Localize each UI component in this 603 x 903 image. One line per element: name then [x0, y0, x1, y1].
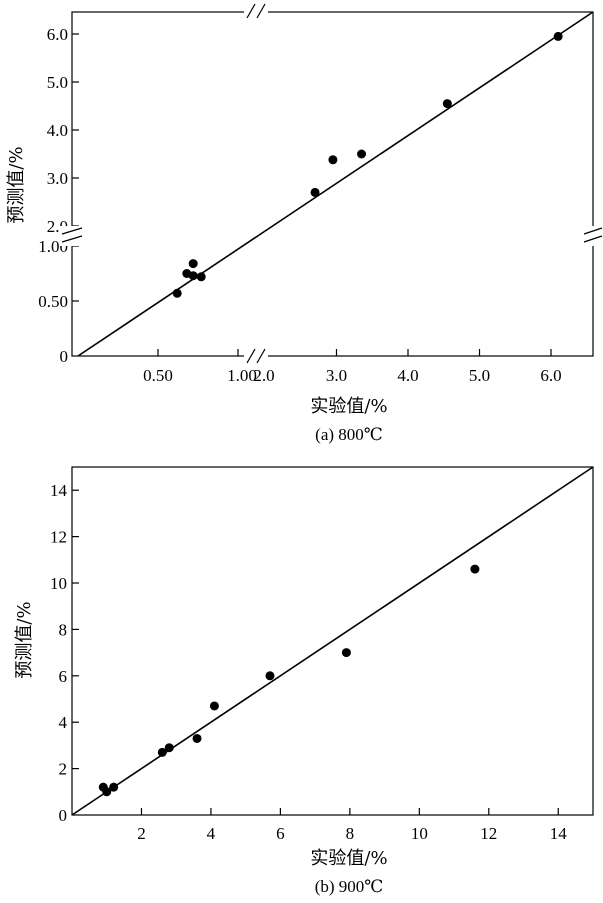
chart-b-points — [98, 564, 480, 797]
break-mask-bottom — [244, 348, 268, 364]
chart-b-x-tick-label: 6 — [276, 824, 285, 843]
chart-b-reference-line — [71, 466, 594, 816]
chart-b-y-tick-label: 12 — [50, 528, 67, 547]
chart-b-x-tick-label: 12 — [480, 824, 497, 843]
chart-b-ticks: 2 4 6 8 10 12 14 0 2 4 6 8 10 12 14 — [50, 481, 567, 843]
break-mark-top-1 — [246, 3, 256, 19]
chart-a-x-tick-label: 3.0 — [326, 366, 347, 385]
chart-b-x-axis-title: 实验值/% — [310, 848, 387, 869]
chart-b-y-tick-label: 4 — [59, 713, 68, 732]
chart-a-data-point — [328, 155, 338, 165]
chart-a-y-tick-label: 6.0 — [47, 25, 68, 44]
chart-a-data-point — [188, 271, 198, 281]
chart-a-x-tick-label: 6.0 — [540, 366, 561, 385]
chart-a-data-point — [196, 272, 206, 282]
chart-a-data-point — [188, 259, 198, 269]
chart-a-x-tick-label: 5.0 — [469, 366, 490, 385]
chart-b-y-tick-label: 14 — [50, 481, 68, 500]
chart-a-data-point — [442, 99, 452, 109]
chart-a-y-tick-label: 3.0 — [47, 169, 68, 188]
chart-a-y-tick-label: 0 — [60, 347, 69, 366]
chart-b-y-tick-label: 2 — [59, 760, 68, 779]
break-mark-right-2 — [583, 235, 603, 243]
chart-b: 2 4 6 8 10 12 14 0 2 4 6 8 10 12 14 预测值/% 实验值/% (b) 90… — [14, 466, 594, 896]
chart-a-x-tick-label: 2.0 — [253, 366, 274, 385]
break-mark-bottom-2 — [256, 348, 266, 364]
chart-a-y-tick-label: 4.0 — [47, 121, 68, 140]
chart-b-y-tick-label: 8 — [59, 620, 68, 639]
chart-b-x-tick-label: 14 — [550, 824, 568, 843]
chart-a-ticks: 0.50 1.002.0 3.0 4.0 5.0 6.000.501.002.03.04.… — [38, 25, 561, 385]
chart-a-x-tick-label: 4.0 — [397, 366, 418, 385]
chart-b-data-point — [341, 648, 351, 658]
chart-b-y-tick-label: 0 — [59, 806, 68, 825]
break-mark-left-1 — [61, 227, 83, 235]
chart-b-x-tick-label: 8 — [346, 824, 355, 843]
chart-b-x-tick-label: 4 — [207, 824, 216, 843]
chart-b-frame — [71, 466, 594, 816]
chart-a-data-point — [357, 149, 367, 159]
chart-b-y-tick-label: 6 — [59, 667, 68, 686]
chart-a-data-point — [553, 31, 563, 41]
chart-a-frame — [71, 11, 594, 357]
break-mark-left-2 — [61, 235, 83, 243]
chart-a-data-point — [310, 187, 320, 197]
break-mark-bottom-1 — [246, 348, 256, 364]
chart-b-data-point — [265, 671, 275, 681]
chart-a-y-tick-label: 0.50 — [38, 292, 68, 311]
chart-b-data-point — [157, 747, 167, 757]
break-mask-top — [244, 4, 268, 20]
chart-b-data-point — [109, 782, 119, 792]
chart-b-data-point — [209, 701, 219, 711]
chart-a: 0.50 1.002.0 3.0 4.0 5.0 6.000.501.002.03.04.… — [6, 3, 603, 444]
chart-a-caption: (a) 800℃ — [315, 425, 383, 444]
chart-b-y-axis-title: 预测值/% — [14, 601, 35, 678]
chart-b-x-tick-label: 10 — [411, 824, 428, 843]
chart-b-data-point — [470, 564, 480, 574]
chart-b-data-point — [192, 733, 202, 743]
break-mark-right-1 — [583, 227, 603, 235]
chart-b-x-tick-label: 2 — [137, 824, 146, 843]
chart-a-reference-line — [77, 11, 594, 357]
chart-b-y-tick-label: 10 — [50, 574, 67, 593]
chart-a-y-axis-title: 预测值/% — [6, 146, 27, 223]
chart-b-caption: (b) 900℃ — [315, 877, 384, 896]
chart-b-data-point — [102, 787, 112, 797]
chart-a-points — [172, 31, 563, 298]
chart-a-x-tick-label: 0.50 — [143, 366, 173, 385]
chart-a-data-point — [172, 288, 182, 298]
chart-b-data-point — [164, 743, 174, 753]
chart-a-x-axis-title: 实验值/% — [310, 396, 387, 417]
chart-a-axis-breaks — [60, 3, 603, 364]
chart-a-x-tick-label: 1.00 — [227, 366, 257, 385]
chart-a-y-tick-label: 5.0 — [47, 73, 68, 92]
break-mark-top-2 — [256, 3, 266, 19]
